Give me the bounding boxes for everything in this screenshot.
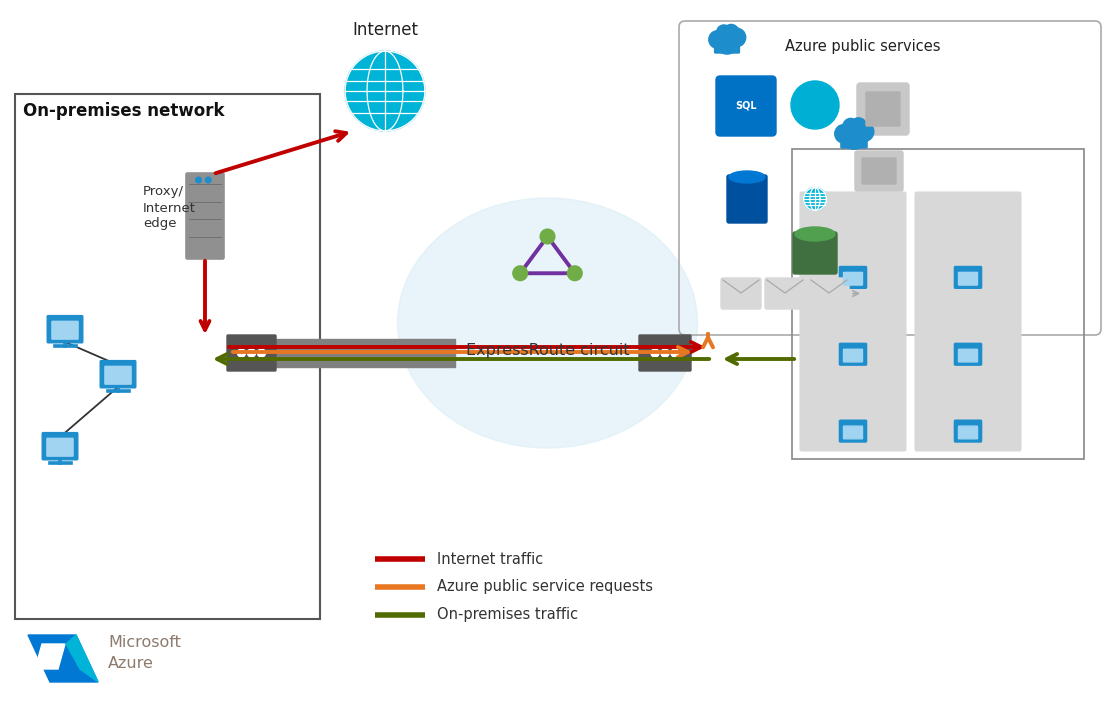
- FancyBboxPatch shape: [862, 158, 896, 184]
- FancyBboxPatch shape: [765, 278, 805, 309]
- Polygon shape: [67, 635, 98, 682]
- Polygon shape: [28, 635, 98, 682]
- FancyBboxPatch shape: [793, 232, 837, 274]
- Ellipse shape: [397, 198, 698, 448]
- FancyBboxPatch shape: [958, 426, 977, 439]
- FancyBboxPatch shape: [855, 151, 903, 191]
- FancyBboxPatch shape: [105, 367, 131, 384]
- Circle shape: [540, 229, 554, 244]
- Text: On-premises network: On-premises network: [23, 102, 224, 120]
- FancyBboxPatch shape: [186, 173, 224, 259]
- FancyBboxPatch shape: [844, 426, 863, 439]
- FancyBboxPatch shape: [100, 360, 135, 388]
- Text: SQL: SQL: [735, 101, 756, 111]
- FancyBboxPatch shape: [52, 321, 78, 339]
- Text: Azure public services: Azure public services: [785, 39, 940, 54]
- Ellipse shape: [795, 227, 835, 241]
- FancyBboxPatch shape: [915, 192, 1021, 451]
- Circle shape: [851, 118, 866, 135]
- FancyBboxPatch shape: [42, 433, 78, 460]
- Circle shape: [195, 177, 202, 183]
- FancyBboxPatch shape: [714, 39, 740, 53]
- Circle shape: [247, 349, 255, 357]
- Ellipse shape: [729, 171, 765, 183]
- Circle shape: [205, 177, 211, 183]
- Circle shape: [568, 266, 582, 280]
- FancyBboxPatch shape: [955, 420, 981, 442]
- FancyBboxPatch shape: [844, 273, 863, 285]
- Circle shape: [804, 188, 826, 210]
- Text: Microsoft
Azure: Microsoft Azure: [108, 635, 181, 671]
- FancyBboxPatch shape: [955, 266, 981, 288]
- FancyBboxPatch shape: [275, 339, 455, 367]
- Text: On-premises traffic: On-premises traffic: [437, 608, 578, 622]
- Circle shape: [716, 25, 731, 39]
- Text: ExpressRoute circuit: ExpressRoute circuit: [466, 343, 629, 358]
- Polygon shape: [35, 644, 65, 669]
- FancyBboxPatch shape: [716, 76, 776, 136]
- Text: Azure public service requests: Azure public service requests: [437, 580, 653, 594]
- FancyBboxPatch shape: [800, 192, 906, 451]
- FancyBboxPatch shape: [841, 134, 867, 148]
- FancyBboxPatch shape: [840, 266, 866, 288]
- FancyBboxPatch shape: [955, 343, 981, 365]
- Circle shape: [715, 32, 739, 54]
- Text: Internet: Internet: [352, 21, 418, 39]
- Circle shape: [257, 349, 265, 357]
- Circle shape: [671, 349, 679, 357]
- Circle shape: [854, 122, 874, 142]
- FancyBboxPatch shape: [808, 278, 849, 309]
- FancyBboxPatch shape: [840, 420, 866, 442]
- Circle shape: [842, 125, 866, 149]
- FancyBboxPatch shape: [866, 92, 901, 126]
- Circle shape: [237, 349, 245, 357]
- FancyBboxPatch shape: [728, 175, 767, 223]
- Text: Internet traffic: Internet traffic: [437, 552, 543, 566]
- Circle shape: [345, 51, 425, 131]
- Circle shape: [512, 266, 528, 280]
- FancyBboxPatch shape: [721, 278, 761, 309]
- Circle shape: [709, 31, 726, 48]
- FancyBboxPatch shape: [857, 83, 909, 135]
- FancyBboxPatch shape: [227, 335, 276, 371]
- FancyBboxPatch shape: [958, 273, 977, 285]
- FancyBboxPatch shape: [47, 438, 73, 456]
- Circle shape: [791, 81, 840, 129]
- Text: Proxy/
Internet
edge: Proxy/ Internet edge: [143, 186, 196, 231]
- Circle shape: [835, 125, 854, 143]
- Circle shape: [661, 349, 669, 357]
- FancyBboxPatch shape: [958, 349, 977, 362]
- FancyBboxPatch shape: [639, 335, 691, 371]
- FancyBboxPatch shape: [48, 315, 83, 343]
- Circle shape: [843, 118, 858, 134]
- Circle shape: [728, 28, 745, 47]
- FancyBboxPatch shape: [844, 349, 863, 362]
- Circle shape: [723, 25, 739, 40]
- Circle shape: [651, 349, 659, 357]
- FancyBboxPatch shape: [840, 343, 866, 365]
